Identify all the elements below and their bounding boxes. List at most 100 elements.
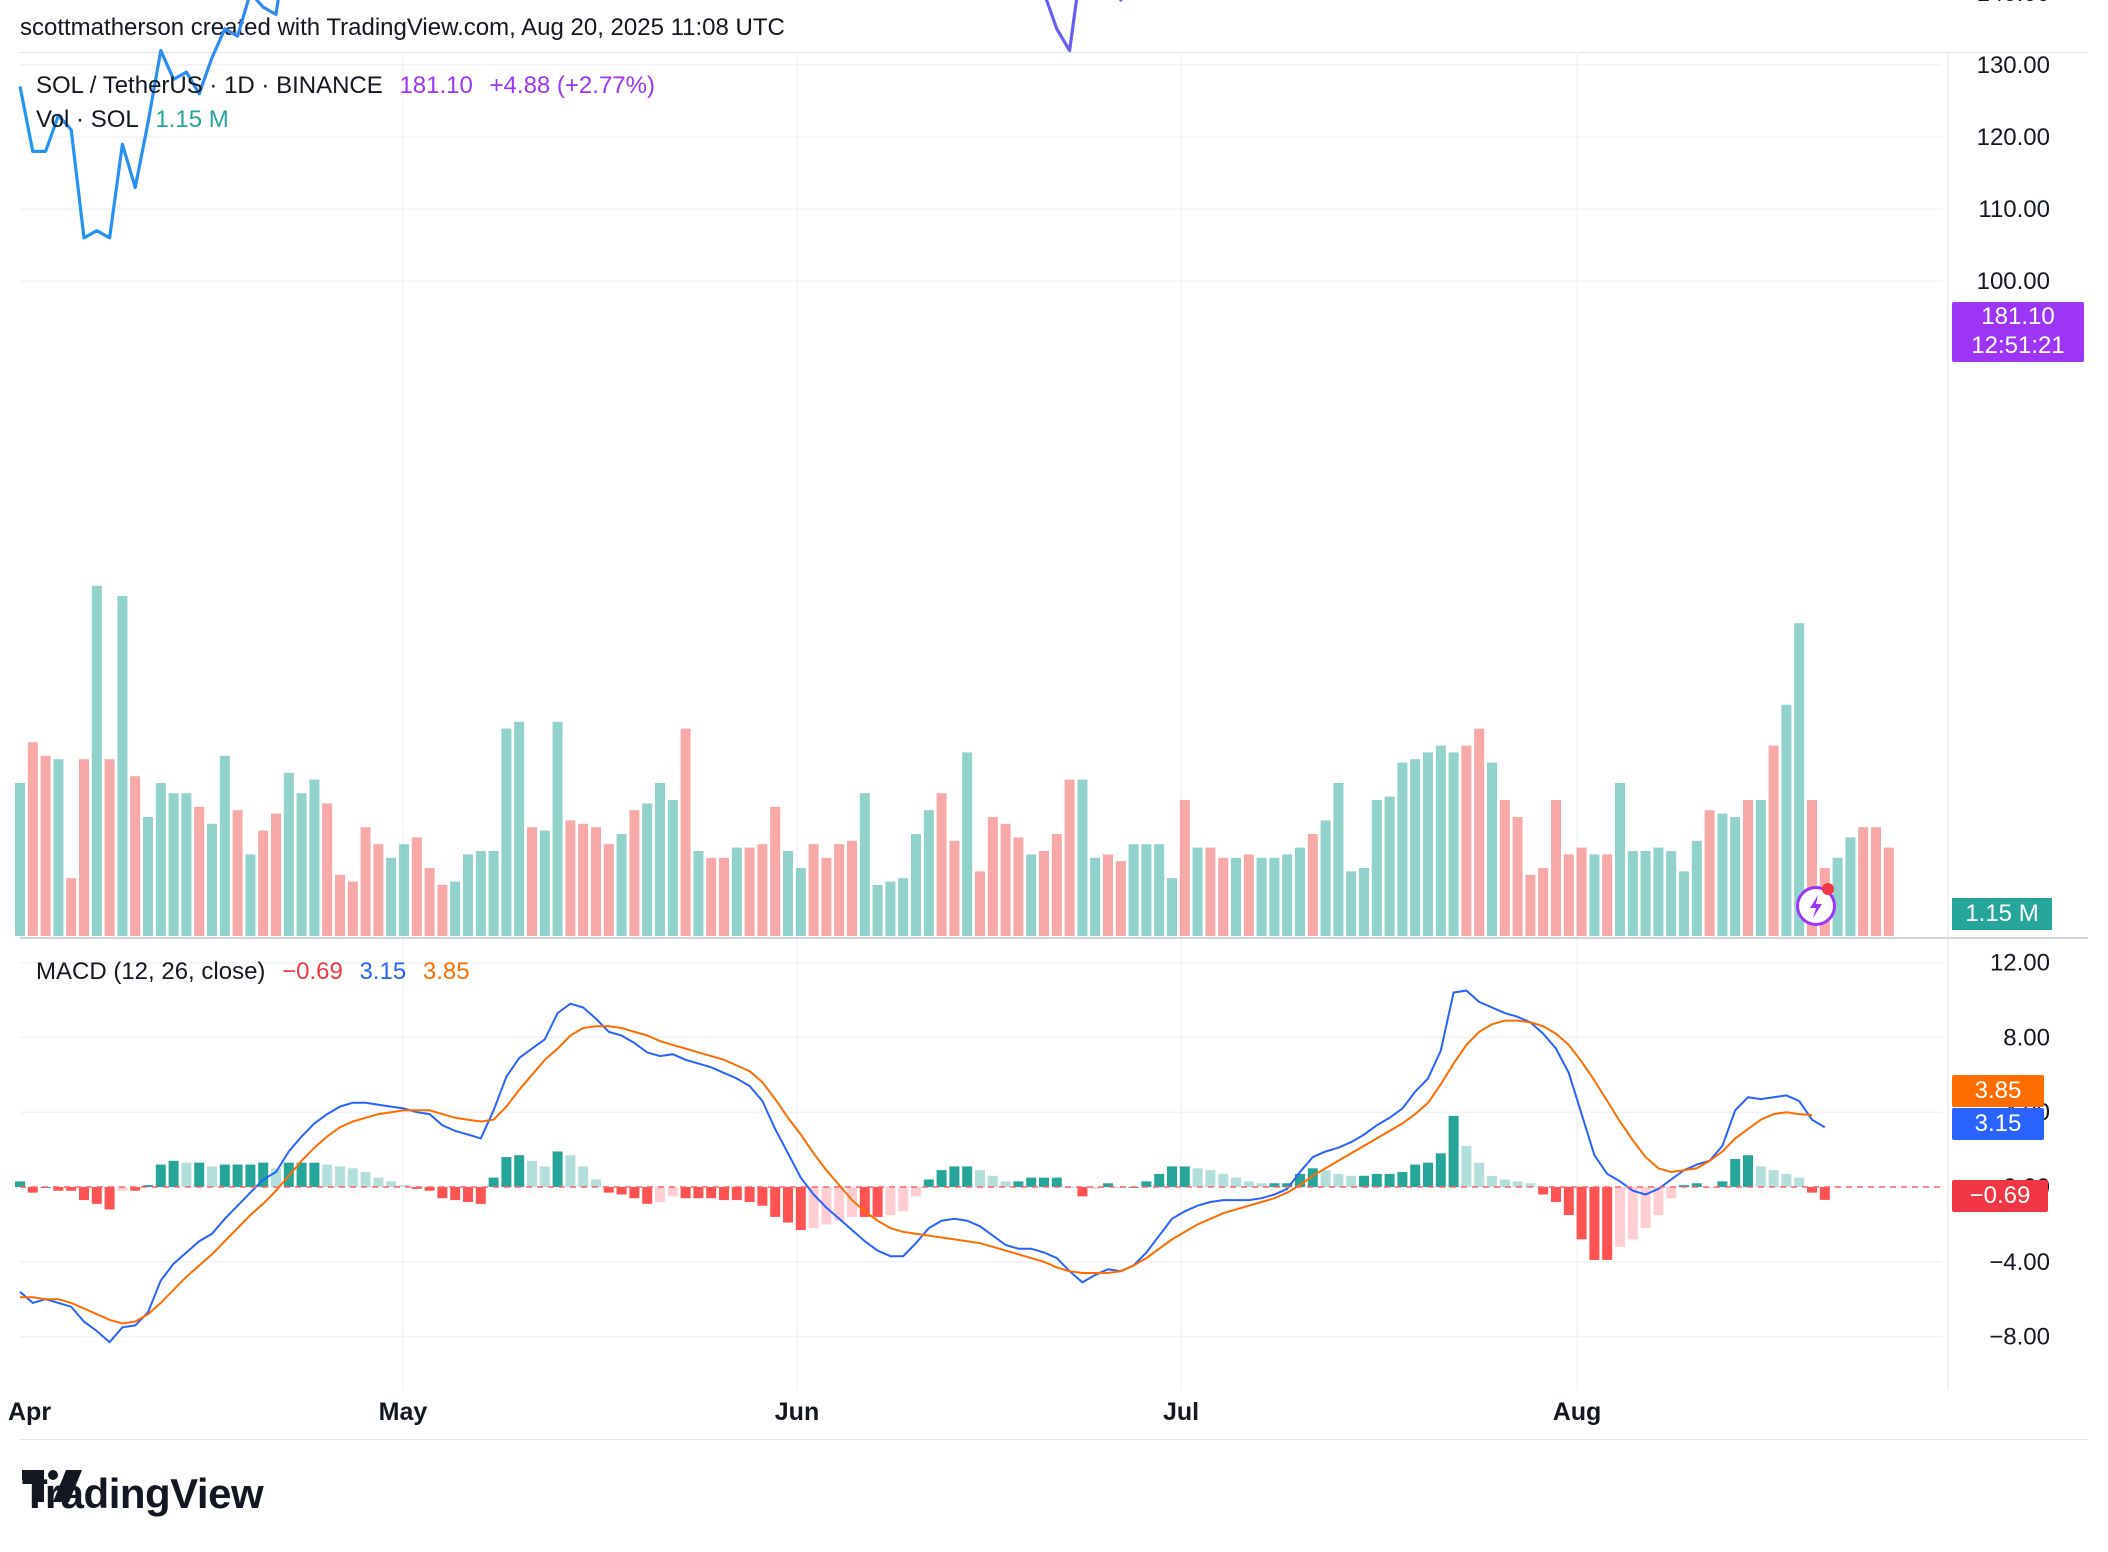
- legend-vol-label[interactable]: Vol · SOL: [36, 106, 139, 133]
- volume-bar: [245, 854, 256, 936]
- volume-bar: [399, 844, 409, 936]
- macd-histogram-bar: [565, 1155, 576, 1187]
- macd-histogram-bar: [1538, 1187, 1549, 1195]
- macd-histogram-bar: [1179, 1166, 1190, 1187]
- legend-macd-hist: −0.69: [282, 958, 343, 985]
- volume-bar: [1525, 874, 1536, 936]
- volume-bar: [1141, 844, 1152, 936]
- volume-bar: [1103, 854, 1113, 936]
- macd-tick-label: −4.00: [1989, 1249, 2050, 1276]
- tradingview-logo[interactable]: TradingView: [22, 1470, 264, 1518]
- volume-bar: [859, 793, 870, 936]
- volume-bar: [130, 776, 141, 936]
- volume-bar: [795, 868, 806, 936]
- volume-bar: [1397, 762, 1408, 936]
- macd-histogram-bar: [1051, 1177, 1062, 1187]
- macd-histogram-bar: [591, 1179, 601, 1187]
- volume-bar: [1858, 827, 1869, 936]
- macd-histogram-bar: [1717, 1181, 1728, 1187]
- macd-histogram-bar: [296, 1162, 307, 1187]
- volume-bar: [770, 806, 781, 936]
- macd-histogram-bar: [386, 1181, 397, 1187]
- macd-histogram-bar: [79, 1187, 89, 1201]
- volume-bar: [1218, 857, 1229, 936]
- macd-histogram-bar: [1755, 1166, 1766, 1187]
- macd-tick-label: 8.00: [2003, 1024, 2050, 1051]
- volume-bar: [731, 847, 742, 936]
- countdown-tag-value: 12:51:21: [1971, 332, 2065, 359]
- time-tick-label: May: [379, 1398, 428, 1426]
- volume-bar: [1179, 800, 1190, 936]
- macd-histogram-bar: [859, 1187, 870, 1217]
- macd-histogram-bar: [1269, 1183, 1280, 1187]
- volume-bar: [962, 752, 973, 936]
- macd-histogram-bar: [1615, 1187, 1625, 1247]
- macd-histogram-bar: [629, 1187, 640, 1199]
- macd-histogram-bar: [1704, 1187, 1715, 1188]
- volume-bar: [450, 881, 461, 936]
- volume-bar: [155, 783, 166, 936]
- macd-histogram-bar: [1794, 1177, 1805, 1187]
- volume-bar: [309, 779, 320, 936]
- macd-histogram-bar: [847, 1187, 857, 1217]
- macd-histogram-bar: [1000, 1181, 1011, 1187]
- legend-symbol[interactable]: SOL / TetherUS · 1D · BINANCE: [36, 72, 383, 99]
- volume-bar: [936, 793, 947, 936]
- volume-bar: [1755, 800, 1766, 936]
- time-tick-label: Apr: [8, 1398, 51, 1426]
- macd-histogram-bar: [399, 1185, 409, 1187]
- macd-histogram-bar: [450, 1187, 461, 1201]
- macd-histogram-bar: [271, 1168, 281, 1187]
- macd-histogram-bar: [1589, 1187, 1600, 1260]
- volume-bar: [1435, 745, 1446, 936]
- macd-histogram-bar: [834, 1187, 845, 1221]
- macd-histogram-bar: [770, 1187, 781, 1217]
- volume-bar: [258, 830, 269, 936]
- volume-bar: [1205, 847, 1216, 936]
- chart-frame[interactable]: [20, 52, 2088, 1440]
- macd-histogram-bar: [693, 1187, 704, 1199]
- legend-macd-label[interactable]: MACD (12, 26, close): [36, 958, 266, 985]
- macd-histogram-bar: [1039, 1177, 1049, 1187]
- macd-histogram-bar: [1499, 1179, 1510, 1187]
- volume-bar: [744, 847, 755, 936]
- macd-histogram-bar: [27, 1187, 38, 1193]
- macd-histogram-bar: [642, 1187, 653, 1204]
- macd-histogram-bar: [1730, 1158, 1741, 1187]
- macd-histogram-bar: [1359, 1175, 1369, 1187]
- volume-bar: [1589, 854, 1600, 936]
- macd-histogram-bar: [143, 1185, 153, 1187]
- last-price-tag: 181.10 12:51:21: [1952, 302, 2084, 362]
- volume-bar: [1064, 779, 1075, 936]
- volume-bar: [693, 851, 704, 936]
- macd-histogram-bar: [1487, 1175, 1497, 1187]
- attribution-header: scottmatherson created with TradingView.…: [20, 14, 785, 41]
- macd-histogram-bar: [1807, 1187, 1817, 1193]
- macd-histogram-bar: [1781, 1173, 1792, 1187]
- macd-histogram-bar: [1551, 1187, 1561, 1202]
- macd-histogram-bar: [475, 1187, 486, 1204]
- price-tick-label: 110.00: [1978, 196, 2050, 223]
- volume-bar: [1333, 783, 1344, 936]
- volume-bar: [667, 800, 678, 936]
- volume-bar: [539, 830, 550, 936]
- macd-histogram-bar: [245, 1164, 256, 1187]
- macd-histogram-bar: [1819, 1187, 1830, 1200]
- macd-axis-ticks: 12.008.004.000.00−4.00−8.00: [1989, 950, 2050, 1351]
- macd-histogram-bar: [923, 1179, 934, 1187]
- volume-bar: [655, 783, 665, 936]
- macd-histogram-bar: [258, 1162, 269, 1187]
- macd-histogram-bar: [1525, 1183, 1536, 1187]
- macd-histogram-bar: [1026, 1177, 1037, 1187]
- volume-bar: [104, 759, 115, 936]
- macd-histogram-bar: [424, 1187, 435, 1191]
- volume-bar: [1423, 752, 1433, 936]
- volume-bar: [1282, 854, 1293, 936]
- volume-bar: [1448, 752, 1459, 936]
- volume-bar: [1013, 837, 1024, 936]
- macd-histogram-bar: [1167, 1166, 1177, 1187]
- macd-tick-label: −8.00: [1989, 1324, 2050, 1351]
- volume-bar: [1026, 854, 1037, 936]
- macd-histogram-bar: [130, 1187, 141, 1191]
